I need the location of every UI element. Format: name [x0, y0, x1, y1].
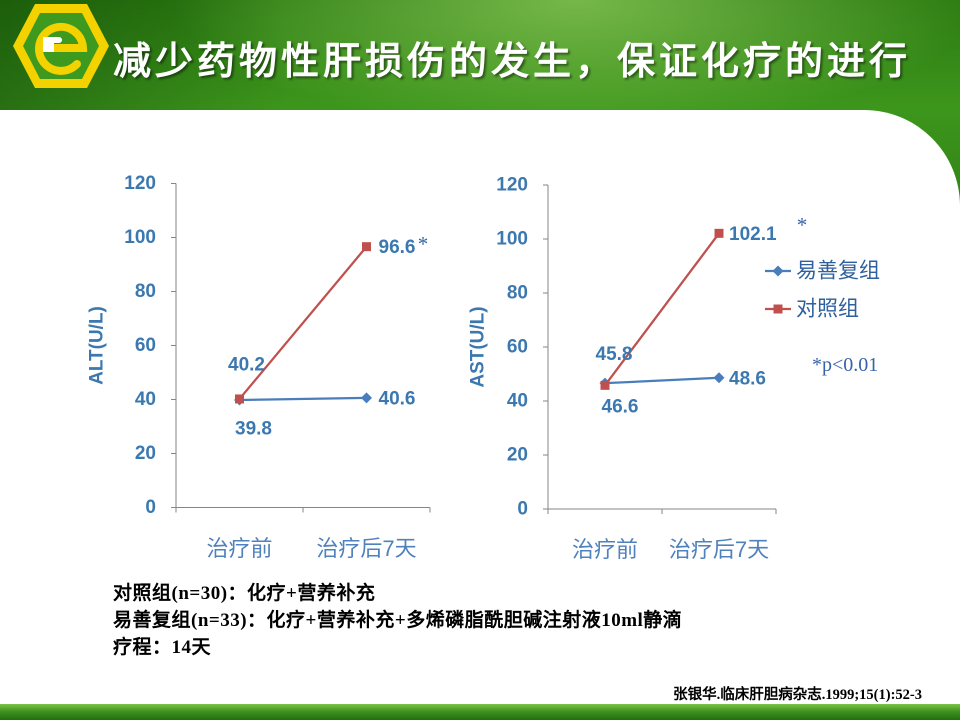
significance-footnote: *p<0.01	[812, 354, 879, 376]
diamond-marker	[361, 392, 372, 404]
data-label: 96.6	[379, 237, 416, 258]
square-marker	[714, 228, 724, 238]
diamond-marker	[772, 265, 784, 277]
square-series-line	[604, 232, 720, 387]
y-tick-label: 40	[135, 389, 156, 410]
legend-item-label: 对照组	[796, 298, 859, 321]
course-duration-note: 疗程：14天	[113, 637, 212, 658]
diamond-series-line	[604, 376, 720, 385]
y-tick-label: 0	[145, 497, 156, 518]
diamond-series: 39.8 40.6	[234, 388, 416, 440]
square-series-line	[238, 245, 368, 400]
data-label: 39.8	[235, 419, 272, 440]
legend-item: 易善复组	[765, 260, 880, 283]
square-marker	[773, 304, 783, 314]
y-tick-label: 40	[507, 391, 528, 412]
diamond-series-line	[239, 396, 367, 402]
x-category-label: 治疗后7天	[669, 537, 769, 562]
data-label: 40.6	[379, 388, 416, 409]
square-series: 45.8 102.1	[596, 224, 777, 390]
y-tick-label: 60	[135, 335, 156, 356]
group-notes: 对照组(n=30)：化疗+营养补充 易善复组(n=33)：化疗+营养补充+多烯磷…	[113, 580, 682, 661]
square-marker	[235, 394, 244, 404]
content-panel	[0, 110, 960, 704]
y-tick-label: 60	[507, 337, 528, 358]
data-label: 45.8	[596, 344, 633, 365]
legend-item-label: 易善复组	[796, 260, 880, 283]
significance-asterisk: *	[418, 232, 429, 256]
x-category-label: 治疗后7天	[316, 536, 416, 561]
y-axis-title: ALT(U/L)	[87, 306, 108, 385]
square-marker	[600, 380, 610, 390]
y-tick-label: 80	[135, 281, 156, 302]
x-category-label: 治疗前	[206, 536, 272, 561]
data-label: 40.2	[228, 354, 265, 375]
e-hexagon-logo-icon	[13, 4, 109, 88]
citation: 张银华.临床肝胆病杂志.1999;15(1):52-3	[673, 687, 922, 703]
y-tick-label: 20	[135, 443, 156, 464]
y-tick-label: 80	[507, 283, 528, 304]
y-axis-title: AST(U/L)	[468, 306, 489, 387]
square-marker	[362, 242, 371, 252]
y-tick-label: 100	[124, 227, 156, 248]
data-label: 102.1	[729, 224, 777, 245]
y-tick-label: 120	[496, 175, 528, 196]
legend-item: 对照组	[765, 298, 859, 321]
significance-asterisk: *	[797, 213, 808, 237]
slide-title: 减少药物性肝损伤的发生，保证化疗的进行	[113, 41, 912, 83]
y-tick-label: 20	[507, 445, 528, 466]
data-label: 48.6	[729, 368, 766, 389]
y-tick-label: 120	[124, 173, 156, 194]
square-series: 40.2 96.6	[228, 237, 416, 404]
y-tick-label: 100	[496, 229, 528, 250]
data-label: 46.6	[602, 397, 639, 418]
treatment-group-note: 易善复组(n=33)：化疗+营养补充+多烯磷脂酰胆碱注射液10ml静滴	[113, 610, 683, 631]
diamond-series: 46.6 48.6	[599, 368, 766, 418]
control-group-note: 对照组(n=30)：化疗+营养补充	[113, 583, 376, 604]
y-tick-label: 0	[517, 499, 528, 520]
diamond-marker	[713, 372, 725, 384]
footer-band	[0, 704, 960, 720]
x-category-label: 治疗前	[572, 537, 638, 562]
